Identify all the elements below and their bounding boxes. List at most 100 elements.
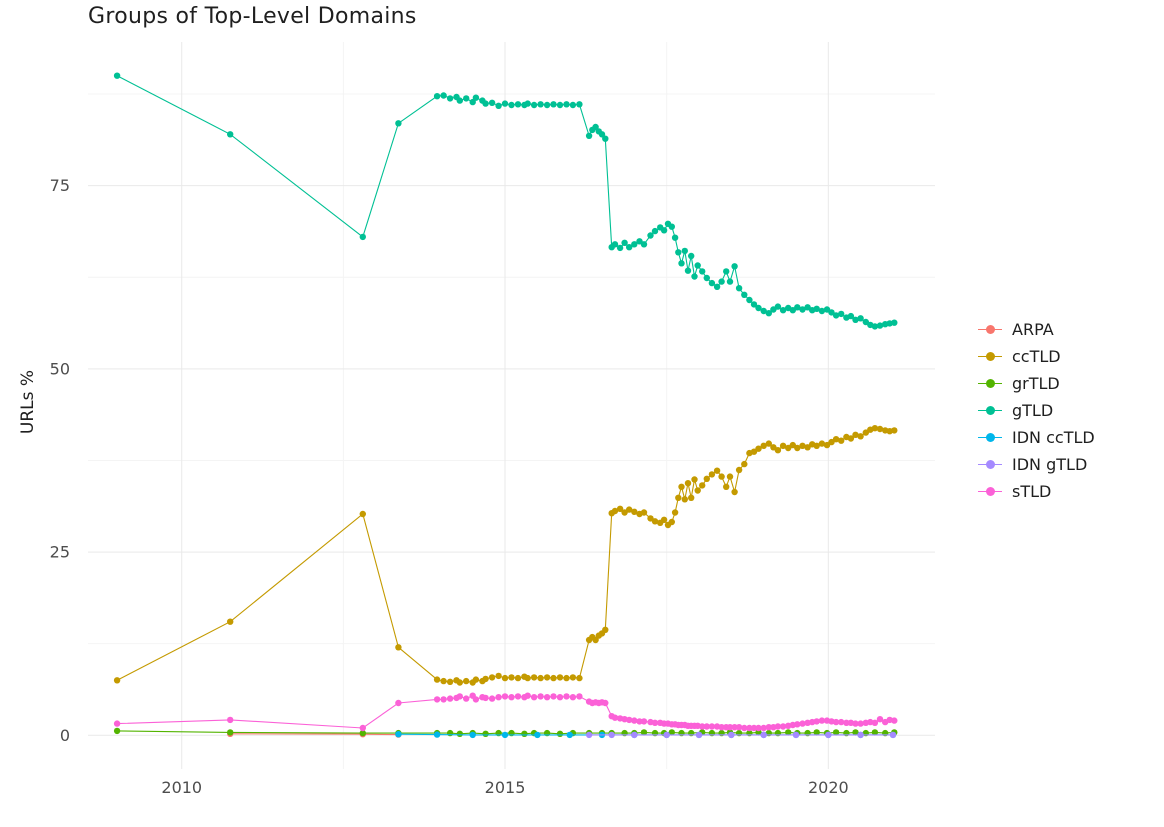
data-point xyxy=(774,723,782,730)
data-point xyxy=(631,717,638,724)
data-point xyxy=(472,696,480,703)
data-point xyxy=(746,724,753,732)
data-point xyxy=(543,674,551,681)
data-point xyxy=(678,260,685,267)
data-point xyxy=(569,101,577,109)
data-point xyxy=(678,483,685,490)
data-point xyxy=(695,731,703,739)
data-point xyxy=(636,238,643,245)
legend-key-icon xyxy=(978,403,1002,419)
data-point xyxy=(852,316,859,323)
data-point xyxy=(825,731,832,739)
data-point xyxy=(482,694,489,702)
data-point xyxy=(472,94,480,101)
legend-label: sTLD xyxy=(1012,482,1052,501)
y-tick-label: 0 xyxy=(60,726,70,745)
data-point xyxy=(395,731,402,738)
data-point xyxy=(113,727,121,735)
data-point xyxy=(750,301,758,308)
data-point xyxy=(563,693,570,700)
data-point xyxy=(433,676,441,683)
data-point xyxy=(524,692,531,699)
data-point xyxy=(760,442,767,449)
data-point xyxy=(728,731,735,739)
data-point xyxy=(524,674,531,682)
data-point xyxy=(592,123,599,131)
data-point xyxy=(495,672,502,680)
data-point xyxy=(760,724,767,732)
data-point xyxy=(838,310,845,318)
data-point xyxy=(857,433,864,440)
data-point xyxy=(713,467,721,474)
data-point xyxy=(660,227,668,234)
data-point xyxy=(611,714,619,721)
data-point xyxy=(703,274,710,282)
data-point xyxy=(534,731,541,739)
data-point xyxy=(456,97,463,104)
data-point xyxy=(626,244,633,251)
data-point xyxy=(501,693,509,700)
data-point xyxy=(741,291,748,298)
data-point xyxy=(621,509,628,516)
data-point xyxy=(818,440,826,447)
data-point xyxy=(631,508,638,515)
data-point xyxy=(832,718,840,726)
data-point xyxy=(576,674,583,682)
data-point xyxy=(675,249,682,256)
data-point xyxy=(433,93,441,100)
data-point xyxy=(227,729,234,736)
data-point xyxy=(876,425,884,433)
legend-key-icon xyxy=(978,349,1002,365)
data-point xyxy=(611,507,619,515)
data-point xyxy=(113,72,121,79)
data-point xyxy=(433,731,441,738)
data-point xyxy=(891,427,898,434)
data-point xyxy=(671,509,679,516)
data-point xyxy=(852,720,859,727)
data-point xyxy=(871,729,879,736)
series-line-cctld xyxy=(116,427,895,684)
data-point xyxy=(857,720,864,727)
data-point xyxy=(794,444,801,452)
data-point xyxy=(731,488,738,496)
data-point xyxy=(832,312,840,319)
data-point xyxy=(779,307,787,314)
data-point xyxy=(668,729,675,736)
data-point xyxy=(550,101,557,108)
data-point xyxy=(792,731,800,739)
data-point xyxy=(735,724,743,731)
data-point xyxy=(785,444,792,452)
data-point xyxy=(755,724,762,732)
data-point xyxy=(703,723,710,730)
data-point xyxy=(543,694,551,701)
data-point xyxy=(433,696,441,703)
data-point xyxy=(838,437,845,444)
data-point xyxy=(488,674,496,681)
data-point xyxy=(556,101,564,109)
data-point xyxy=(456,693,463,700)
y-axis-title: URLs % xyxy=(18,369,38,435)
data-point xyxy=(631,241,638,248)
data-point xyxy=(521,730,528,737)
data-point xyxy=(891,319,898,326)
legend-label: gTLD xyxy=(1012,401,1054,420)
data-point xyxy=(446,695,454,702)
y-tick-label: 50 xyxy=(50,359,70,378)
legend-item-gtld: gTLD xyxy=(978,397,1095,424)
y-tick-label: 25 xyxy=(50,543,70,562)
data-point xyxy=(828,438,835,446)
series-line-arpa xyxy=(230,733,399,736)
legend: ARPA ccTLD grTLD gTLD IDN ccTLD IDN gTLD sTLD xyxy=(978,316,1095,505)
data-point xyxy=(750,724,758,732)
legend-key-icon xyxy=(978,322,1002,338)
data-point xyxy=(688,494,695,501)
data-point xyxy=(731,724,738,731)
data-point xyxy=(395,120,402,127)
data-point xyxy=(585,132,593,139)
data-point xyxy=(735,466,743,474)
data-point xyxy=(227,618,234,625)
data-point xyxy=(227,716,234,724)
data-point xyxy=(852,431,859,438)
data-point xyxy=(871,425,879,432)
